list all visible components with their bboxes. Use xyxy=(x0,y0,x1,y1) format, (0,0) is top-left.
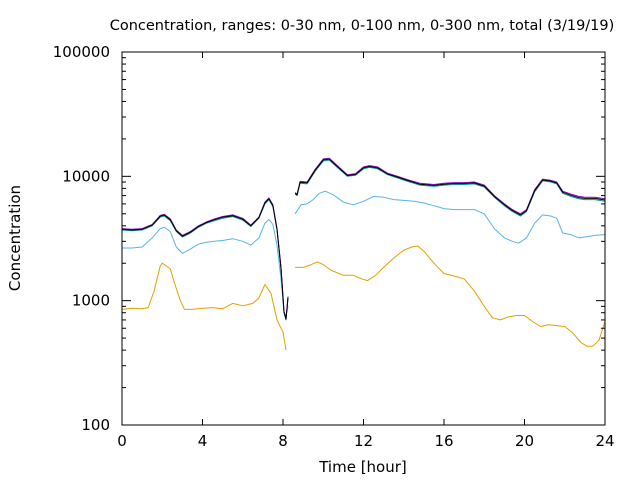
y-axis-label: Concentration xyxy=(6,185,24,291)
series-line xyxy=(294,190,606,244)
x-tick-label: 12 xyxy=(354,432,373,450)
series-line xyxy=(121,198,289,320)
x-tick-label: 4 xyxy=(198,432,208,450)
series-line xyxy=(294,158,606,216)
ticks-layer: 0 4 8 12 16 20 24 100 1000 10000 100000 xyxy=(53,43,615,450)
x-tick-label: 8 xyxy=(278,432,288,450)
y-tick-label: 100000 xyxy=(53,43,110,61)
x-tick-label: 16 xyxy=(434,432,453,450)
series-layer xyxy=(121,157,606,351)
series-line xyxy=(294,159,606,217)
series-line xyxy=(294,157,606,215)
series-line xyxy=(295,245,606,347)
y-tick-label: 1000 xyxy=(72,292,110,310)
x-tick-label: 20 xyxy=(515,432,534,450)
x-tick-label: 0 xyxy=(117,432,127,450)
series-line xyxy=(122,219,289,316)
series-0 xyxy=(121,245,606,351)
y-tick-label: 100 xyxy=(81,416,110,434)
series-4 xyxy=(121,158,606,320)
series-line xyxy=(121,262,287,351)
y-tick-label: 10000 xyxy=(62,167,110,185)
x-axis-label: Time [hour] xyxy=(318,458,407,476)
series-1 xyxy=(122,190,606,316)
x-tick-label: 24 xyxy=(595,432,614,450)
chart-title: Concentration, ranges: 0-30 nm, 0-100 nm… xyxy=(110,18,615,34)
